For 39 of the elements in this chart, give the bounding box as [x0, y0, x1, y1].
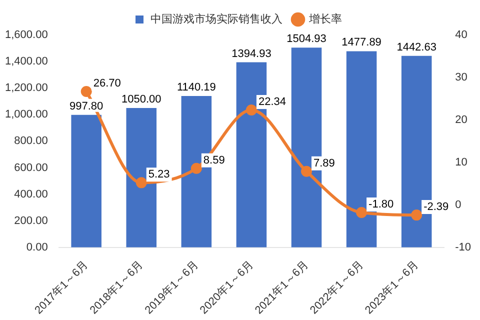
point [136, 177, 147, 188]
y-tick-label: 1,200.00 [4, 82, 48, 94]
point [80, 86, 92, 97]
data-label: 1477.89 [342, 36, 382, 49]
data-label: 8.59 [203, 154, 225, 166]
y2-tick-label: 20 [455, 114, 468, 126]
data-label: -1.80 [368, 198, 394, 211]
y-tick-label: 800.00 [14, 135, 48, 148]
y2-tick-label: 40 [455, 29, 468, 42]
data-label: 26.70 [93, 78, 121, 90]
y-tick-label: 0.00 [26, 241, 48, 254]
y-tick-label: 1,000.00 [4, 108, 48, 121]
data-label: -2.39 [424, 201, 449, 214]
y2-tick-label: 10 [455, 156, 468, 168]
y-tick-label: 200.00 [14, 214, 48, 227]
legend-label: 增长率 [308, 12, 342, 26]
point [356, 207, 368, 218]
y2-tick-label: -10 [455, 241, 472, 254]
data-label: 997.80 [70, 100, 104, 112]
data-label: 22.34 [258, 96, 286, 108]
point [411, 210, 422, 221]
data-label: 1442.63 [396, 41, 436, 54]
y-tick-label: 1,600.00 [4, 29, 48, 42]
data-label: 1050.00 [121, 94, 162, 106]
y-tick-label: 1,400.00 [4, 56, 48, 68]
bar [71, 114, 102, 248]
legend-label: 中国游戏市场实际销售收入 [150, 12, 282, 26]
data-label: 5.23 [148, 168, 170, 181]
y-tick-label: 400.00 [14, 188, 48, 200]
point [246, 104, 257, 116]
data-label: 1140.19 [176, 82, 216, 94]
data-label: 1394.93 [232, 48, 272, 60]
y-tick-label: 600.00 [14, 162, 48, 174]
y2-tick-label: 30 [455, 72, 468, 84]
data-label: 7.89 [314, 157, 335, 170]
data-label: 1504.93 [286, 33, 326, 46]
point [190, 162, 202, 174]
point [301, 166, 312, 177]
y2-tick-label: 0 [455, 198, 462, 211]
